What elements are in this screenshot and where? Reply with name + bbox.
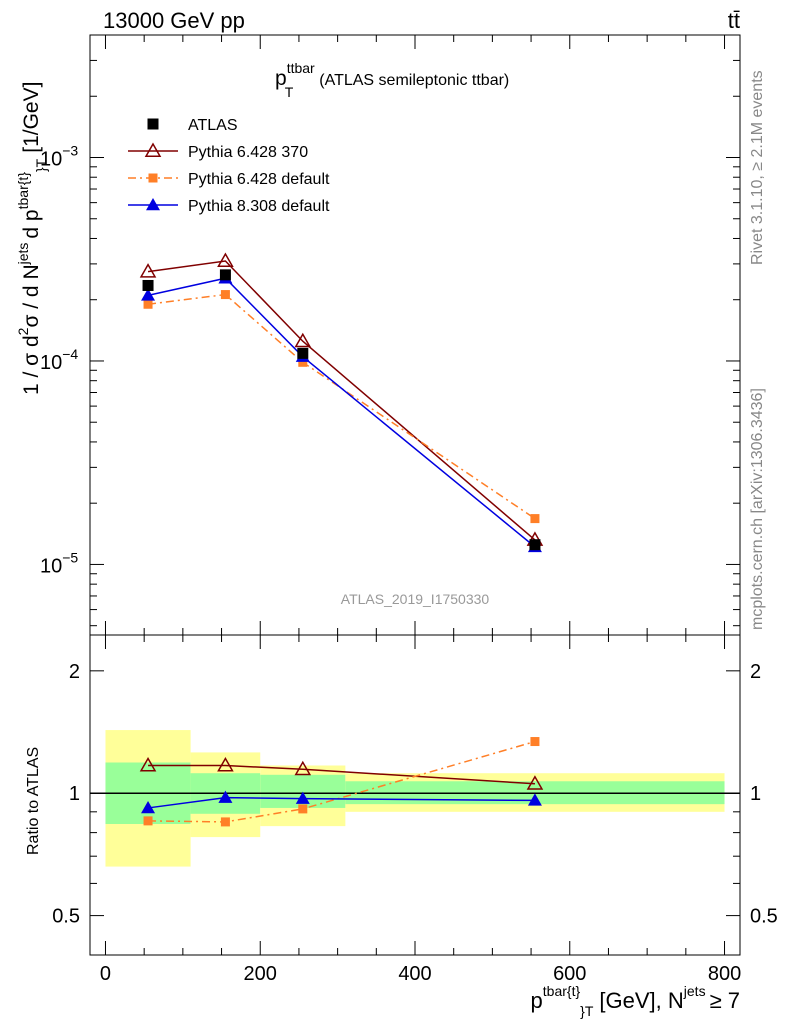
- ratio-series-point: [295, 791, 310, 804]
- series-line: [147, 277, 536, 548]
- legend-marker: [147, 118, 159, 130]
- series-line: [147, 293, 536, 520]
- ratio-series-point: [139, 756, 157, 772]
- ratio-tick-label: 2: [69, 661, 80, 683]
- legend: ATLAS Pythia 6.428 370 Pythia 6.428 defaul…: [128, 117, 330, 215]
- data-point: [142, 279, 154, 291]
- ratio-series-point: [527, 793, 542, 806]
- y-axis-label: 1 / σ d2σ / d Njetsd ptbar{t}}T[1/GeV]: [15, 82, 49, 395]
- ratio-tick-label: 0.5: [750, 906, 778, 928]
- ratio-series-point: [294, 760, 312, 776]
- legend-marker: [144, 142, 162, 157]
- legend-marker: [146, 198, 160, 211]
- data-point: [297, 347, 309, 359]
- ratio-series-point: [530, 737, 540, 747]
- ratio-series-layer: [139, 737, 544, 827]
- ratio-series-line: [147, 796, 535, 809]
- x-tick-label: 600: [553, 963, 586, 985]
- ratio-tick-label: 1: [750, 783, 761, 805]
- series-point: [141, 288, 156, 301]
- series-point: [143, 299, 153, 309]
- series-point: [139, 263, 157, 278]
- ratio-tick-label: 1: [69, 783, 80, 805]
- x-tick-label: 0: [100, 963, 111, 985]
- mcplots-label: mcplots.cern.ch [arXiv:1306.3436]: [749, 388, 766, 630]
- ratio-series-line: [148, 764, 535, 785]
- ratio-series-point: [217, 756, 234, 772]
- series-line: [147, 260, 536, 541]
- ratio-series-point: [218, 790, 233, 803]
- ratio-y-axis-label: Ratio to ATLAS: [25, 747, 42, 855]
- y-tick-label: 10−4: [40, 346, 78, 374]
- ratio-bands: [105, 730, 725, 867]
- ratio-series-point: [143, 816, 153, 826]
- legend-label: ATLAS: [188, 117, 238, 134]
- ratio-axis-ticks: 0.5 0.5 1 1 2 2: [52, 661, 778, 956]
- ratio-series-point: [298, 804, 308, 814]
- main-series-layer: [139, 252, 544, 553]
- legend-label: Pythia 6.428 370: [188, 144, 308, 161]
- main-axis-ticks: 10−5 10−4 10−3 0 200 400 600 800: [40, 34, 741, 985]
- data-point: [219, 269, 231, 281]
- ratio-series-point: [526, 775, 544, 790]
- analysis-id-label: ATLAS_2019_I1750330: [341, 591, 490, 607]
- ratio-series-point: [220, 817, 230, 827]
- chart-title: pttbar T(ATLAS semileptonic ttbar): [275, 60, 509, 100]
- x-axis-label: ptbar{t}}T [GeV], Njets ≥ 7: [531, 983, 740, 1019]
- ratio-tick-label: 2: [750, 661, 761, 683]
- x-tick-label: 800: [708, 963, 741, 985]
- legend-marker: [148, 173, 158, 183]
- ratio-series-line: [148, 740, 536, 823]
- ratio-tick-label: 0.5: [52, 906, 80, 928]
- legend-label: Pythia 8.308 default: [188, 198, 330, 215]
- ratio-series-point: [141, 800, 156, 814]
- series-point: [530, 514, 540, 524]
- x-tick-label: 400: [398, 963, 431, 985]
- y-tick-label: 10−3: [40, 143, 78, 171]
- header-right-label: tt̄: [728, 8, 740, 33]
- legend-label: Pythia 6.428 default: [188, 171, 330, 188]
- rivet-label: Rivet 3.1.10, ≥ 2.1M events: [749, 70, 766, 265]
- header-left-label: 13000 GeV pp: [103, 8, 245, 33]
- y-tick-label: 10−5: [40, 549, 78, 577]
- data-point: [529, 539, 541, 551]
- series-point: [298, 357, 308, 367]
- series-point: [217, 252, 234, 267]
- series-point: [220, 290, 230, 300]
- series-point: [294, 332, 312, 348]
- x-tick-label: 200: [244, 963, 277, 985]
